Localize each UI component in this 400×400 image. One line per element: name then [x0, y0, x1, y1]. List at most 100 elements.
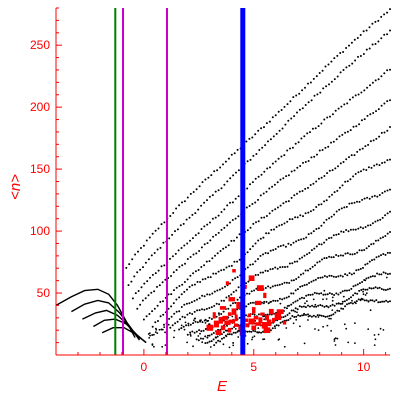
band-point	[210, 318, 213, 320]
band-point	[203, 295, 206, 298]
red-point	[231, 308, 237, 315]
band-point	[341, 290, 344, 293]
band-point	[365, 169, 368, 171]
band-point	[369, 309, 372, 312]
band-point	[341, 133, 344, 136]
band-point	[318, 72, 321, 74]
band-point	[361, 198, 364, 201]
band-point	[279, 204, 282, 207]
band-point	[139, 268, 142, 271]
band-point	[260, 216, 263, 219]
band-point	[350, 296, 352, 299]
band-point	[345, 299, 348, 301]
band-point	[339, 71, 342, 74]
band-point	[345, 66, 348, 69]
band-point	[343, 300, 346, 303]
band-point	[304, 161, 307, 163]
band-point	[351, 253, 354, 256]
band-point	[171, 233, 174, 236]
band-point	[292, 309, 295, 312]
band-point	[389, 300, 391, 303]
band-point	[301, 89, 304, 92]
red-point	[272, 317, 275, 323]
band-point	[300, 137, 303, 140]
band-point	[335, 254, 338, 256]
band-point	[372, 287, 375, 290]
band-point	[355, 125, 358, 128]
band-point	[362, 290, 364, 293]
band-point	[220, 187, 223, 190]
band-point	[355, 302, 357, 305]
band-point	[210, 174, 213, 177]
band-point	[238, 233, 241, 236]
band-point	[226, 330, 228, 332]
band-point	[212, 332, 215, 334]
band-point	[204, 322, 207, 324]
band-point	[316, 314, 319, 317]
band-point	[332, 313, 335, 316]
band-point	[274, 208, 277, 211]
band-point	[142, 266, 144, 269]
band-point	[326, 275, 329, 278]
band-point	[389, 8, 391, 11]
band-point	[264, 144, 267, 147]
band-point	[309, 184, 312, 186]
band-point	[368, 260, 371, 263]
band-point	[338, 208, 341, 211]
band-point	[357, 93, 360, 96]
band-point	[153, 345, 155, 348]
band-point	[232, 331, 235, 334]
red-point	[228, 319, 236, 324]
band-point	[232, 174, 235, 177]
band-point	[260, 173, 263, 176]
band-point	[323, 221, 325, 224]
red-point	[206, 324, 214, 331]
band-point	[174, 230, 176, 233]
band-point	[331, 303, 334, 306]
band-point	[317, 304, 320, 307]
band-point	[230, 239, 233, 242]
band-point	[217, 214, 220, 217]
band-point	[236, 260, 239, 263]
band-point	[336, 54, 339, 57]
band-point	[171, 255, 174, 258]
band-point	[345, 229, 348, 231]
band-point	[211, 217, 214, 220]
band-point	[288, 312, 291, 315]
band-point	[217, 270, 220, 273]
band-point	[196, 321, 199, 324]
band-point	[375, 299, 378, 302]
band-point	[355, 269, 358, 272]
band-point	[383, 13, 386, 16]
band-point	[354, 228, 357, 231]
band-point	[351, 299, 353, 302]
band-point	[178, 310, 181, 313]
band-point	[369, 275, 372, 278]
band-point	[133, 275, 136, 278]
band-point	[219, 250, 222, 252]
red-point	[213, 320, 219, 328]
band-point	[314, 278, 317, 281]
band-point	[312, 208, 315, 211]
band-point	[364, 279, 367, 282]
band-point	[349, 178, 352, 181]
band-point	[340, 207, 343, 210]
band-point	[292, 301, 295, 304]
red-point	[234, 323, 239, 327]
band-point	[170, 293, 173, 296]
band-point	[284, 266, 286, 268]
band-point	[222, 331, 225, 334]
band-point	[381, 162, 384, 164]
band-point	[320, 243, 323, 246]
band-point	[368, 26, 371, 29]
band-point	[322, 293, 325, 296]
band-point	[199, 281, 202, 283]
band-point	[252, 154, 255, 157]
band-point	[263, 126, 265, 129]
band-point	[357, 227, 360, 230]
band-point	[156, 304, 159, 307]
band-point	[265, 190, 268, 193]
band-point	[319, 91, 322, 94]
band-point	[151, 334, 154, 336]
band-point	[180, 324, 183, 327]
